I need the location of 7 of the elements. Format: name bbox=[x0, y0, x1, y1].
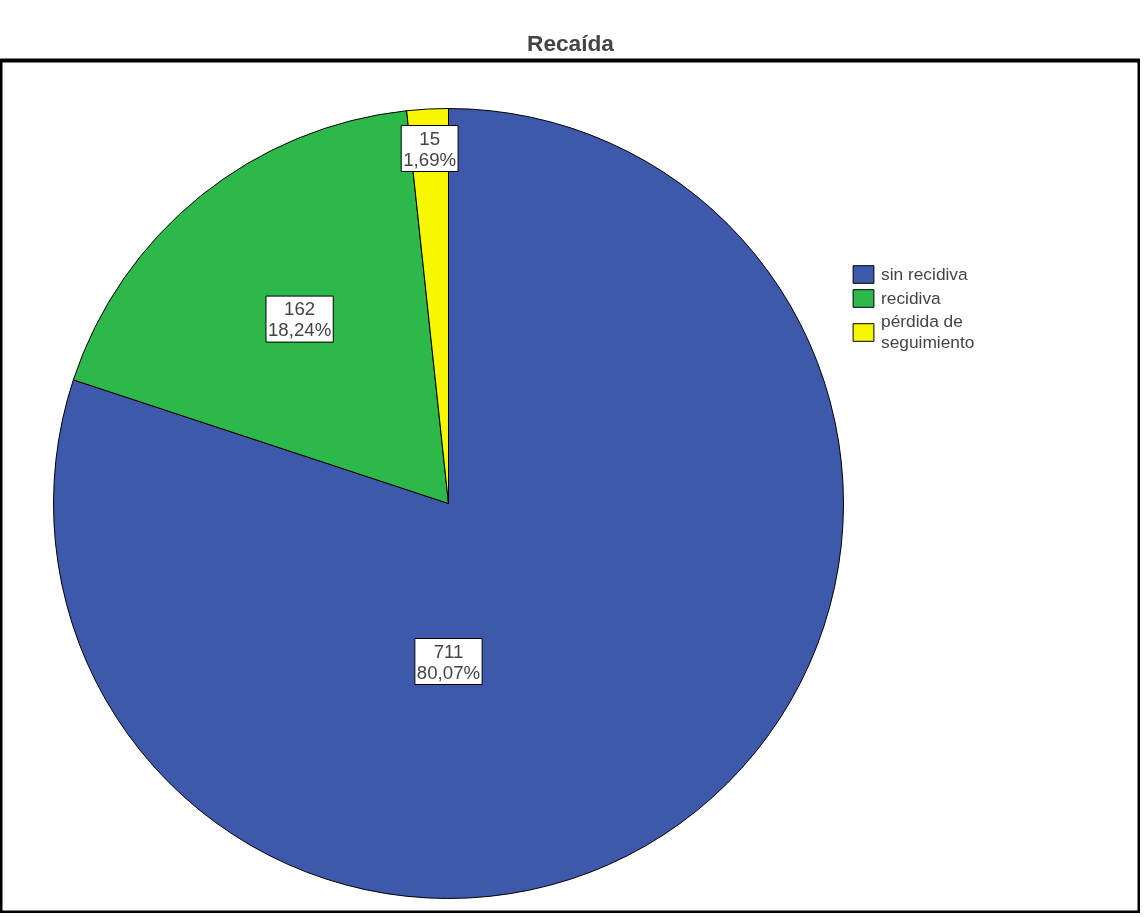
data-label: 162 18,24% bbox=[267, 298, 332, 341]
legend-label: pérdida de seguimiento bbox=[881, 311, 975, 353]
chart-title: Recaída bbox=[527, 29, 615, 56]
legend-label: recidiva bbox=[881, 287, 941, 309]
data-label: 711 80,07% bbox=[416, 640, 481, 683]
legend-label: sin recidiva bbox=[881, 263, 968, 285]
data-label: 15 1,69% bbox=[403, 127, 457, 170]
